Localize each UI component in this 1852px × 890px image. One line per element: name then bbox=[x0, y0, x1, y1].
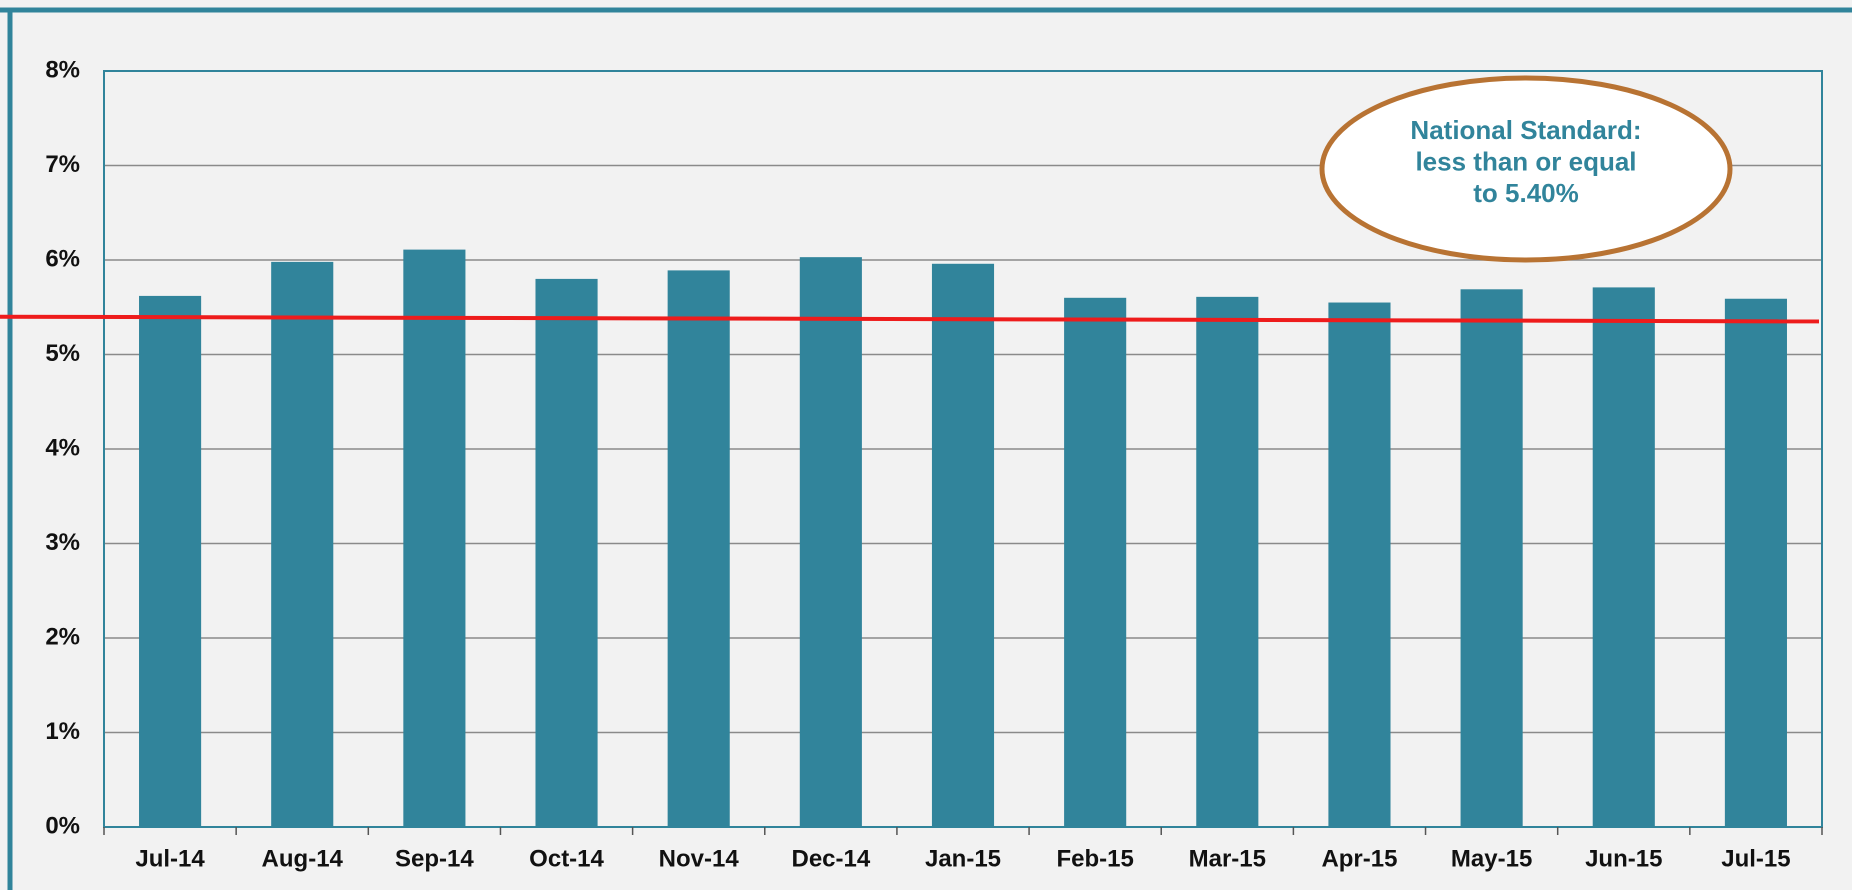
x-tick-label: Jan-15 bbox=[925, 845, 1001, 872]
bar bbox=[535, 278, 598, 827]
x-tick-label: Oct-14 bbox=[529, 845, 604, 872]
y-tick-label: 8% bbox=[45, 56, 80, 83]
x-tick-label: Dec-14 bbox=[791, 845, 870, 872]
bar bbox=[403, 249, 466, 828]
x-tick-label: Jul-14 bbox=[135, 845, 205, 872]
bar bbox=[1724, 298, 1787, 827]
x-tick-label: May-15 bbox=[1451, 845, 1532, 872]
annotation-text: less than or equal bbox=[1415, 146, 1636, 176]
y-tick-label: 7% bbox=[45, 151, 80, 178]
x-tick-label: Sep-14 bbox=[395, 845, 474, 872]
x-tick-label: Jul-15 bbox=[1721, 845, 1790, 872]
x-tick-label: Jun-15 bbox=[1585, 845, 1662, 872]
bar bbox=[931, 263, 995, 827]
bar bbox=[139, 295, 202, 827]
x-tick-label: Aug-14 bbox=[262, 845, 344, 872]
y-tick-label: 2% bbox=[45, 623, 80, 650]
x-tick-label: Mar-15 bbox=[1189, 845, 1266, 872]
bar bbox=[1064, 297, 1127, 827]
bar bbox=[1196, 296, 1259, 828]
bar bbox=[1328, 302, 1391, 827]
y-tick-label: 5% bbox=[45, 340, 80, 367]
reference-line bbox=[0, 314, 1820, 324]
annotation-text: to 5.40% bbox=[1473, 178, 1579, 208]
y-tick-label: 1% bbox=[45, 718, 80, 745]
y-tick-label: 6% bbox=[45, 245, 80, 272]
bar bbox=[1592, 287, 1655, 827]
bar bbox=[1460, 289, 1523, 827]
bar bbox=[271, 261, 334, 827]
y-tick-label: 0% bbox=[45, 812, 80, 839]
annotation-text: National Standard: bbox=[1410, 115, 1641, 145]
x-tick-label: Apr-15 bbox=[1321, 845, 1397, 872]
x-tick-label: Nov-14 bbox=[659, 845, 740, 872]
y-tick-label: 4% bbox=[45, 434, 80, 461]
bar bbox=[667, 270, 730, 827]
annotation-bubble bbox=[1319, 75, 1733, 263]
y-tick-label: 3% bbox=[45, 529, 80, 556]
x-tick-label: Feb-15 bbox=[1056, 845, 1133, 872]
bar bbox=[799, 257, 862, 827]
